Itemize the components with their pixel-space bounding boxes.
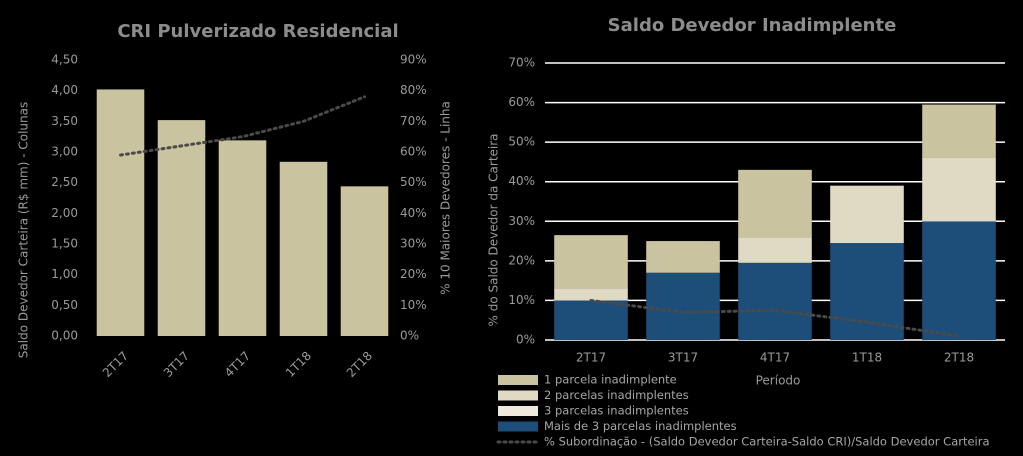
x-tick-label: 4T17	[760, 351, 790, 365]
legend-swatch	[498, 390, 538, 401]
legend-label: % Subordinação - (Saldo Devedor Carteira…	[544, 435, 990, 449]
legend-label: 3 parcelas inadimplentes	[544, 404, 689, 418]
bar-segment	[554, 288, 628, 301]
bar	[157, 120, 206, 337]
bar-segment	[922, 104, 996, 158]
bar-segment	[554, 300, 628, 340]
y2-tick-label: 40%	[400, 206, 427, 220]
legend-swatch	[498, 421, 538, 432]
y-tick-label: 3,50	[51, 114, 78, 128]
bar-segment	[554, 235, 628, 289]
y-tick-label: 10%	[508, 293, 535, 307]
legend-swatch	[498, 375, 538, 385]
y-tick-label: 2,00	[51, 206, 78, 220]
y2-tick-label: 10%	[400, 298, 427, 312]
x-tick-label: 3T17	[161, 349, 192, 380]
y-tick-label: 50%	[508, 135, 535, 149]
x-tick-label: 4T17	[222, 349, 253, 380]
y-tick-label: 1,00	[51, 267, 78, 281]
chart-title: CRI Pulverizado Residencial	[117, 21, 398, 42]
x-tick-label: 3T17	[668, 351, 698, 365]
bar-segment	[646, 272, 720, 340]
legend-swatch	[498, 406, 538, 416]
y-tick-label: 0,50	[51, 298, 78, 312]
y2-tick-label: 70%	[400, 114, 427, 128]
y-axis-label: % do Saldo Devedor da Carteira	[487, 133, 501, 326]
x-tick-label: 2T17	[576, 351, 606, 365]
x-tick-label: 1T18	[283, 349, 314, 380]
y2-tick-label: 80%	[400, 83, 427, 97]
y2-tick-label: 0%	[400, 329, 419, 343]
y-tick-label: 3,00	[51, 145, 78, 159]
y2-tick-label: 30%	[400, 237, 427, 251]
bar-segment	[646, 241, 720, 273]
bar	[96, 89, 145, 336]
bar-segment	[830, 243, 904, 340]
y-tick-label: 40%	[508, 174, 535, 188]
line	[119, 95, 366, 157]
bar-segment	[830, 185, 904, 244]
y-tick-label: 60%	[508, 95, 535, 109]
x-tick-label: 2T18	[944, 351, 974, 365]
y2-axis-label: % 10 Maiores Devedores - Linha	[439, 101, 453, 295]
y-tick-label: 1,50	[51, 237, 78, 251]
chart-title: Saldo Devedor Inadimplente	[608, 15, 897, 36]
y-tick-label: 2,50	[51, 175, 78, 189]
y-axis-label: Saldo Devedor Carteira (R$ mm) - Colunas	[17, 102, 31, 358]
bar	[218, 140, 267, 336]
y-tick-label: 20%	[508, 253, 535, 267]
y2-tick-label: 90%	[400, 53, 427, 67]
bar-segment	[922, 157, 996, 222]
y-tick-label: 0%	[516, 333, 535, 347]
y-tick-label: 0,00	[51, 329, 78, 343]
y-tick-label: 70%	[508, 56, 535, 70]
x-tick-label: 1T18	[852, 351, 882, 365]
bar-segment	[738, 237, 812, 263]
y2-tick-label: 20%	[400, 267, 427, 281]
bar	[279, 161, 328, 336]
x-tick-label: 2T18	[344, 349, 375, 380]
x-axis-label: Período	[756, 374, 801, 388]
bar-segment	[738, 169, 812, 238]
bar-segment	[922, 221, 996, 340]
bar-segment	[738, 262, 812, 340]
y-tick-label: 30%	[508, 214, 535, 228]
y-tick-label: 4,50	[51, 53, 78, 67]
line	[589, 298, 961, 338]
y2-tick-label: 50%	[400, 175, 427, 189]
legend-label: Mais de 3 parcelas inadimplentes	[544, 419, 737, 433]
x-tick-label: 2T17	[100, 349, 131, 380]
y2-tick-label: 60%	[400, 145, 427, 159]
y-tick-label: 4,00	[51, 83, 78, 97]
legend-label: 1 parcela inadimplente	[544, 373, 677, 387]
legend-label: 2 parcelas inadimplentes	[544, 388, 689, 402]
bar	[340, 186, 389, 336]
